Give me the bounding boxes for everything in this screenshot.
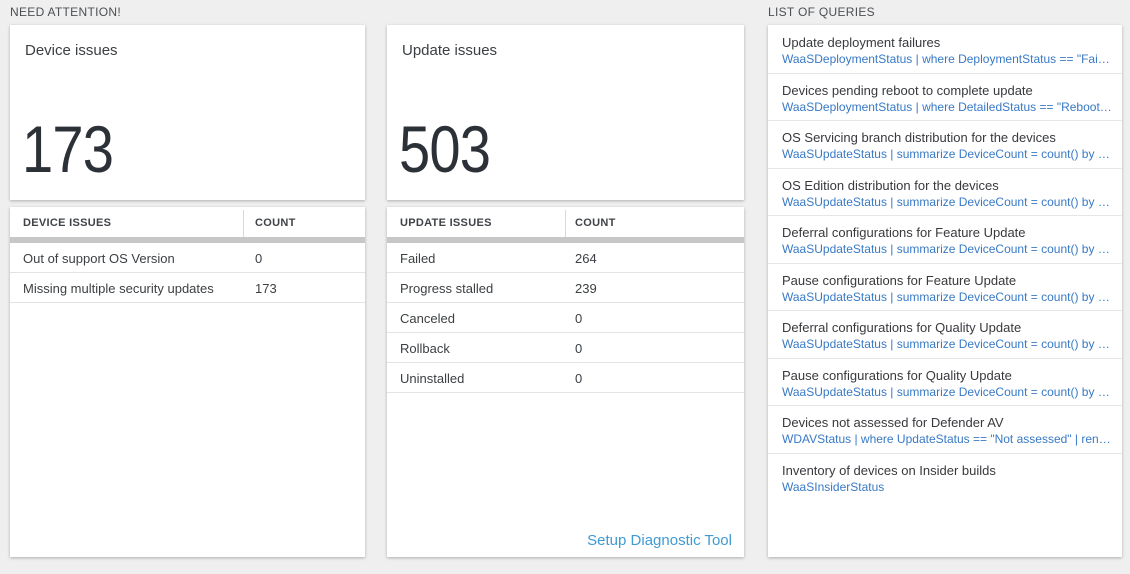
row-count: 0 (575, 311, 583, 326)
query-text: WaaSDeploymentStatus | where DetailedSta… (782, 99, 1112, 114)
table-row-progress-stalled[interactable]: Progress stalled 239 (387, 273, 744, 303)
query-item-insider-builds-inventory[interactable]: Inventory of devices on Insider builds W… (768, 454, 1122, 502)
table-row-failed[interactable]: Failed 264 (387, 243, 744, 273)
row-count: 0 (575, 341, 583, 356)
row-count: 173 (255, 281, 277, 296)
query-title: Update deployment failures (782, 35, 941, 50)
section-title-need-attention: NEED ATTENTION! (10, 5, 121, 19)
query-text: WaaSUpdateStatus | summarize DeviceCount… (782, 147, 1112, 161)
table-scroll-indicator[interactable] (10, 237, 365, 243)
setup-diagnostic-tool-link[interactable]: Setup Diagnostic Tool (587, 532, 732, 549)
update-table-header: UPDATE ISSUES COUNT (387, 207, 744, 237)
query-text: WaaSUpdateStatus | summarize DeviceCount… (782, 289, 1112, 304)
row-label: Failed (400, 251, 436, 266)
queries-panel: Update deployment failures WaaSDeploymen… (768, 25, 1122, 557)
table-row-out-of-support[interactable]: Out of support OS Version 0 (10, 243, 365, 273)
table-row-missing-updates[interactable]: Missing multiple security updates 173 (10, 273, 365, 303)
table-row-canceled[interactable]: Canceled 0 (387, 303, 744, 333)
row-label: Uninstalled (400, 371, 465, 386)
query-title: Devices pending reboot to complete updat… (782, 82, 1033, 98)
query-text: WaaSUpdateStatus | summarize DeviceCount… (782, 242, 1112, 256)
query-item-os-edition-distribution[interactable]: OS Edition distribution for the devices … (768, 169, 1122, 216)
update-issues-tile[interactable]: Update issues 503 (387, 25, 744, 200)
device-issues-tile[interactable]: Device issues 173 (10, 25, 365, 200)
table-row-uninstalled[interactable]: Uninstalled 0 (387, 363, 744, 393)
query-title: Devices not assessed for Defender AV (782, 415, 1004, 430)
row-label: Progress stalled (400, 281, 494, 296)
row-label: Rollback (400, 341, 450, 356)
query-item-os-servicing-branch[interactable]: OS Servicing branch distribution for the… (768, 121, 1122, 169)
row-count: 0 (575, 371, 583, 386)
query-title: Deferral configurations for Quality Upda… (782, 320, 1022, 335)
query-title: Pause configurations for Quality Update (782, 367, 1012, 383)
device-table-header: DEVICE ISSUES COUNT (10, 207, 365, 237)
row-label: Out of support OS Version (23, 251, 175, 266)
query-item-defender-av-not-assessed[interactable]: Devices not assessed for Defender AV WDA… (768, 406, 1122, 454)
query-item-pause-quality-update[interactable]: Pause configurations for Quality Update … (768, 359, 1122, 406)
column-divider (565, 210, 566, 237)
row-count: 264 (575, 251, 597, 266)
device-issues-count: 173 (22, 112, 114, 186)
row-label: Canceled (400, 311, 455, 326)
query-title: OS Servicing branch distribution for the… (782, 130, 1056, 145)
row-label: Missing multiple security updates (23, 281, 214, 296)
query-item-devices-pending-reboot[interactable]: Devices pending reboot to complete updat… (768, 74, 1122, 121)
query-text: WaaSUpdateStatus | summarize DeviceCount… (782, 337, 1112, 351)
query-text: WaaSDeploymentStatus | where DeploymentS… (782, 52, 1112, 66)
query-item-deferral-feature-update[interactable]: Deferral configurations for Feature Upda… (768, 216, 1122, 264)
column-header-count: COUNT (255, 217, 296, 229)
query-text: WaaSUpdateStatus | summarize DeviceCount… (782, 384, 1112, 399)
device-issues-table: DEVICE ISSUES COUNT Out of support OS Ve… (10, 207, 365, 557)
section-title-list-of-queries: LIST OF QUERIES (768, 5, 875, 19)
table-scroll-indicator[interactable] (387, 237, 744, 243)
query-title: Pause configurations for Feature Update (782, 272, 1017, 288)
update-issues-tile-title: Update issues (402, 42, 498, 59)
query-item-deferral-quality-update[interactable]: Deferral configurations for Quality Upda… (768, 311, 1122, 359)
query-text: WaaSUpdateStatus | summarize DeviceCount… (782, 194, 1112, 209)
query-text: WaaSInsiderStatus (782, 479, 885, 494)
column-header-device-issues: DEVICE ISSUES (23, 217, 112, 229)
update-issues-table: UPDATE ISSUES COUNT Failed 264 Progress … (387, 207, 744, 557)
column-header-update-issues: UPDATE ISSUES (400, 217, 492, 229)
row-count: 239 (575, 281, 597, 296)
query-title: Deferral configurations for Feature Upda… (782, 225, 1026, 240)
query-item-update-deployment-failures[interactable]: Update deployment failures WaaSDeploymen… (768, 26, 1122, 74)
update-issues-count: 503 (399, 112, 491, 186)
table-row-rollback[interactable]: Rollback 0 (387, 333, 744, 363)
query-title: OS Edition distribution for the devices (782, 177, 999, 193)
device-issues-tile-title: Device issues (25, 42, 118, 59)
query-title: Inventory of devices on Insider builds (782, 462, 996, 478)
query-item-pause-feature-update[interactable]: Pause configurations for Feature Update … (768, 264, 1122, 311)
column-divider (243, 210, 244, 237)
row-count: 0 (255, 251, 263, 266)
column-header-count: COUNT (575, 217, 616, 229)
query-text: WDAVStatus | where UpdateStatus == "Not … (782, 432, 1112, 446)
